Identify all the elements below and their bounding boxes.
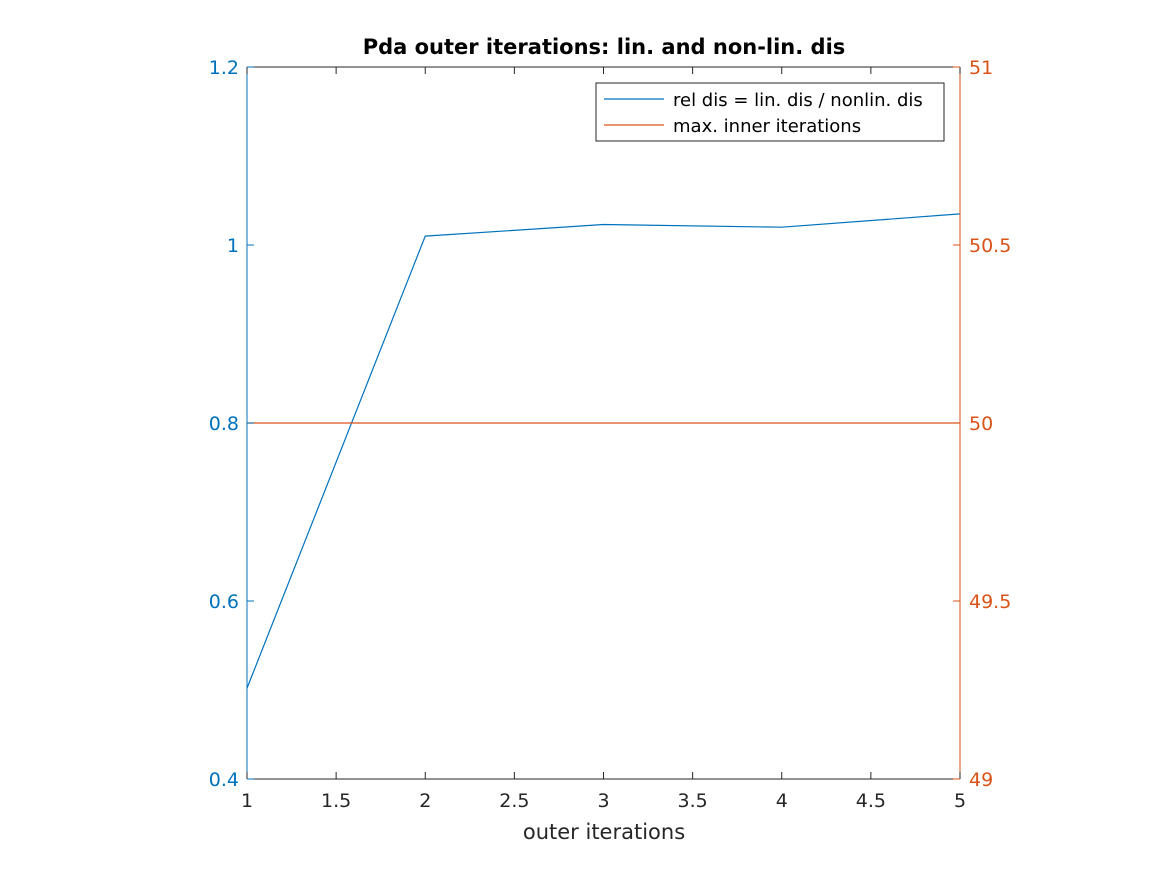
axes-layer: 1 1.5 2 2.5 3 3.5 4 4.5 5 0.4 0.6 0.8 1 1.2 49 49.5 50 50… [209, 57, 1012, 812]
left-y-tick-label-5: 1.2 [209, 57, 239, 79]
x-tick-label-5: 3 [597, 790, 609, 812]
legend[interactable]: rel dis = lin. dis / nonlin. dis max. inn… [595, 82, 945, 142]
right-y-tick-label-5: 51 [969, 57, 993, 79]
x-tick-label-4: 2.5 [499, 790, 529, 812]
x-axis-label: outer iterations [523, 820, 685, 844]
x-tick-label-7: 4 [776, 790, 788, 812]
series-layer [246, 213, 961, 689]
left-y-tick-label-1: 0.4 [209, 769, 239, 791]
chart-title: Pda outer iterations: lin. and non-lin. … [363, 35, 846, 59]
right-y-tick-label-2: 49.5 [969, 591, 1011, 613]
left-y-tick-label-2: 0.6 [209, 591, 239, 613]
x-tick-label-9: 5 [954, 790, 966, 812]
x-tick-label-1: 1 [241, 790, 253, 812]
right-y-tick-label-1: 49 [969, 769, 993, 791]
legend-label-2: max. inner iterations [673, 116, 861, 137]
right-y-tick-label-3: 50 [969, 413, 993, 435]
left-y-tick-label-3: 0.8 [209, 413, 239, 435]
legend-box [595, 82, 945, 142]
x-tick-label-3: 2 [419, 790, 431, 812]
x-tick-label-2: 1.5 [321, 790, 351, 812]
x-tick-label-6: 3.5 [678, 790, 708, 812]
left-y-tick-label-4: 1 [227, 235, 239, 257]
right-y-tick-label-4: 50.5 [969, 235, 1011, 257]
series-line-1 [246, 213, 961, 689]
x-tick-label-8: 4.5 [856, 790, 886, 812]
legend-label-1: rel dis = lin. dis / nonlin. dis [673, 90, 923, 111]
